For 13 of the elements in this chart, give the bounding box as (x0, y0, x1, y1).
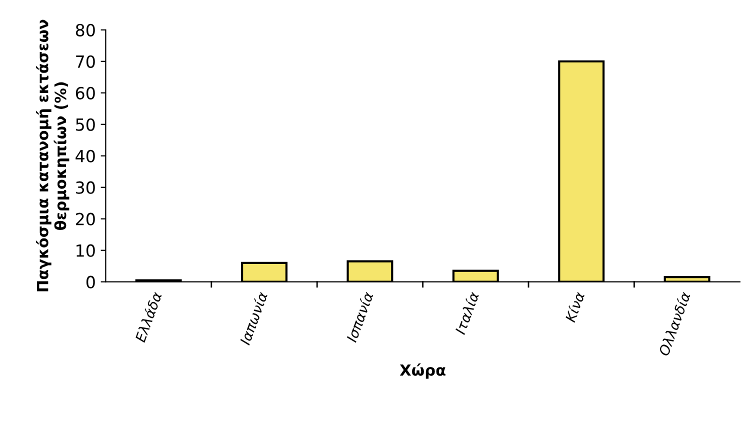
y-tick-label: 60 (76, 86, 95, 100)
y-axis-title: Παγκόσμια κατανομή εκτάσεων θερμοκηπίων (%) (36, 20, 70, 292)
x-tick-label: Κίνα (564, 290, 586, 323)
y-tick-label: 0 (86, 276, 95, 288)
y-tick-label: 40 (76, 150, 95, 162)
y-tick-label: 70 (76, 55, 95, 68)
x-axis-title: Χώρα (400, 363, 446, 379)
y-tick-label: 10 (76, 244, 95, 257)
x-tick-label: Ιταλία (454, 290, 480, 336)
y-tick-label: 50 (76, 118, 95, 131)
y-tick-label: 80 (76, 24, 95, 36)
y-tick-label: 20 (76, 212, 95, 226)
y-tick-label: 30 (76, 181, 95, 194)
